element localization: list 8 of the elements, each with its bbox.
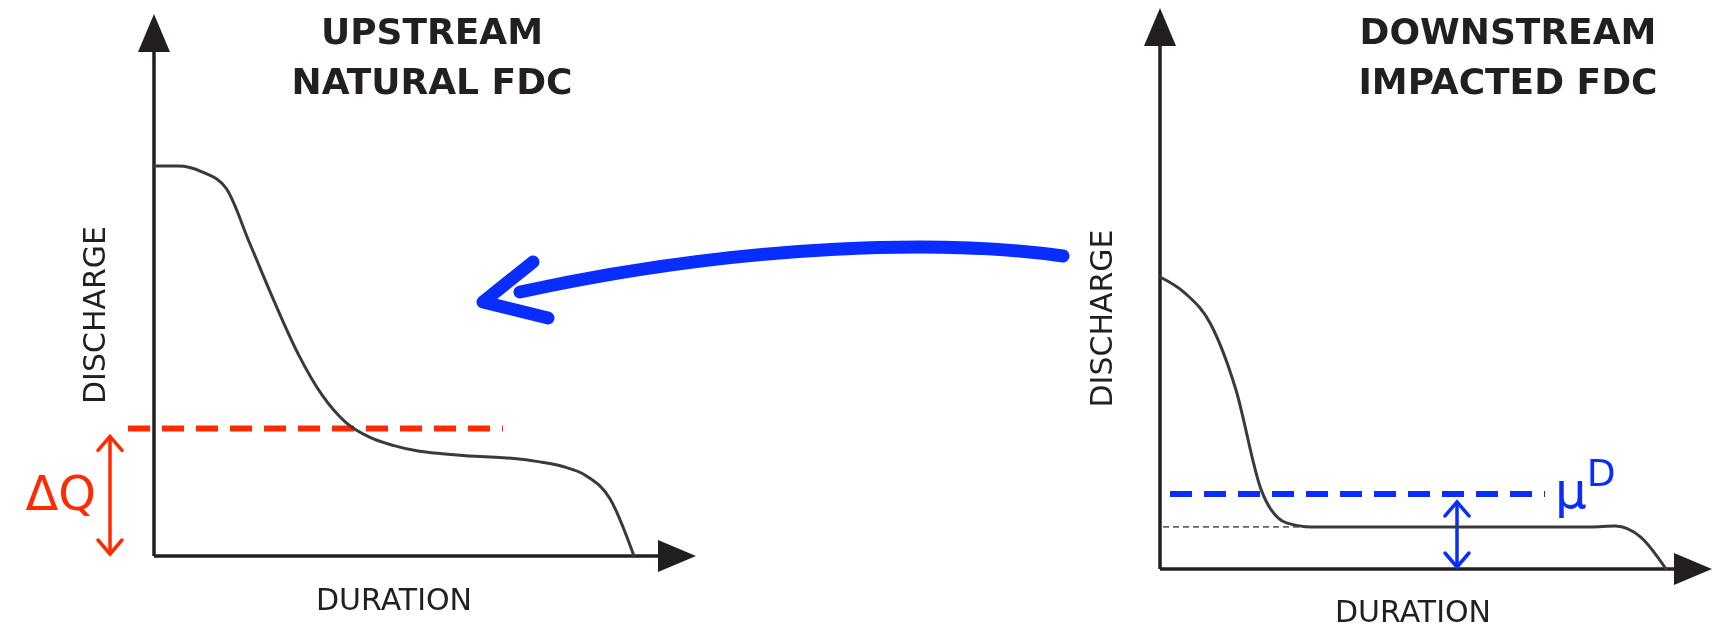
y-axis-title: DISCHARGE bbox=[1084, 229, 1119, 408]
chart-title: UPSTREAM NATURAL FDC bbox=[291, 11, 573, 102]
chart-title: DOWNSTREAM IMPACTED FDC bbox=[1358, 11, 1658, 102]
y-axis-title: DISCHARGE bbox=[77, 225, 112, 405]
legend-label: ΔQ bbox=[25, 465, 96, 522]
ref-line-label: μ$^{D}$ bbox=[1555, 450, 1616, 520]
x-axis-title: DURATION bbox=[1334, 594, 1492, 629]
x-axis-title: DURATION bbox=[315, 582, 473, 617]
